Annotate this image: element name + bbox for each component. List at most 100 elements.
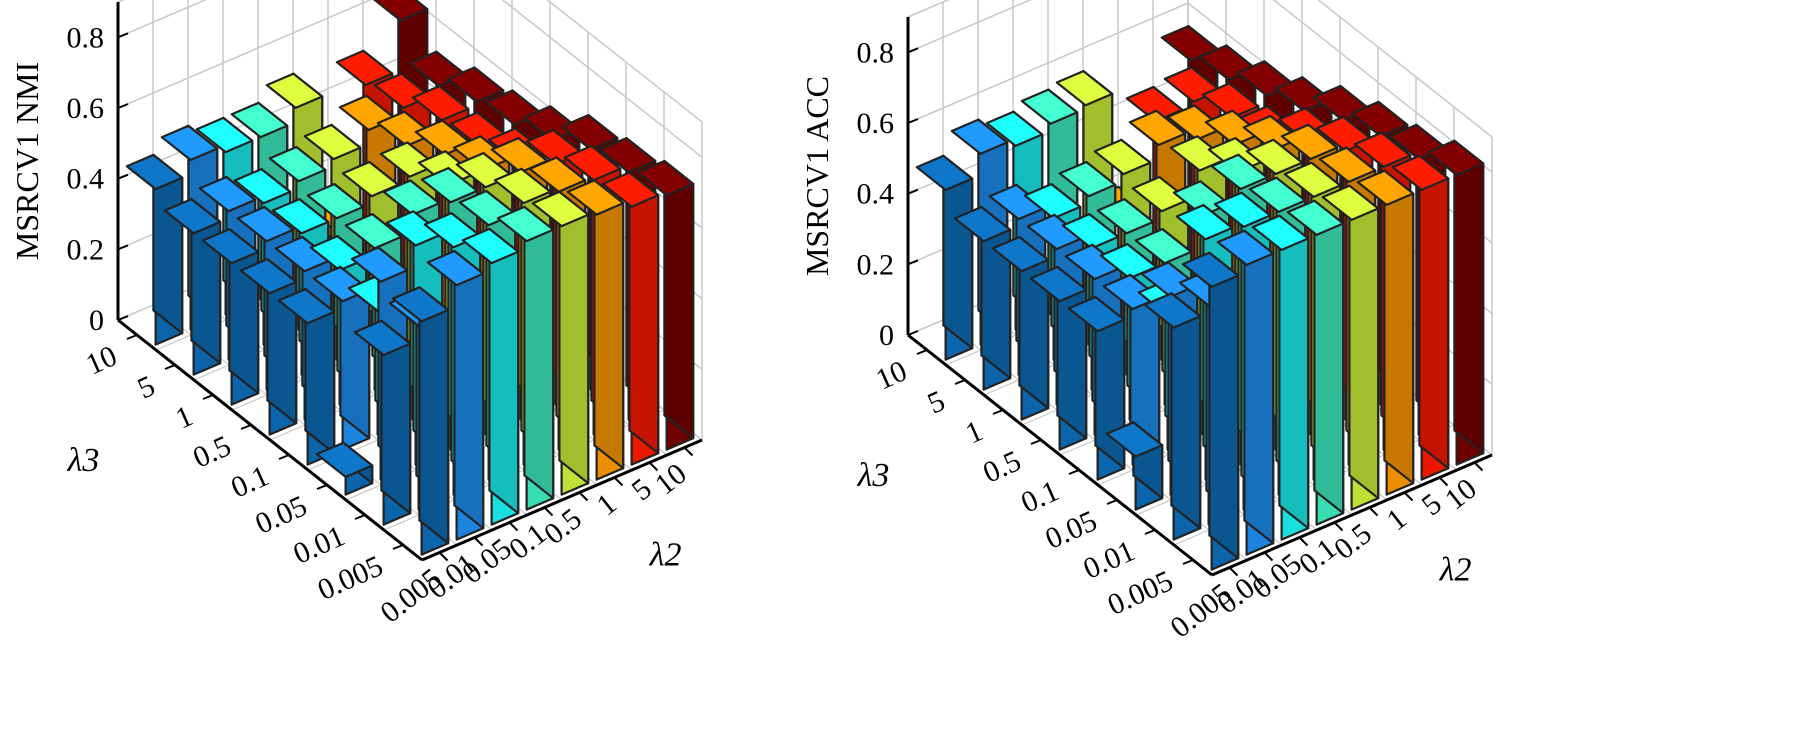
bar-face-top [344, 213, 403, 250]
x-tick-label: 10 [81, 339, 122, 381]
bars [125, 0, 695, 556]
bar-face-top [315, 441, 374, 478]
bar-face-top [1283, 161, 1342, 198]
bar-face-top [1426, 139, 1485, 176]
bar-face-top [1210, 153, 1269, 191]
bar-face-top [353, 319, 412, 357]
y-axis-line [1211, 453, 1493, 577]
bar-face-top [233, 168, 292, 205]
bar-face-top [198, 175, 257, 213]
bar-face-top [277, 288, 336, 325]
bar [1216, 229, 1275, 556]
z-tick-label: 0.6 [857, 107, 895, 140]
bar-face-top [420, 167, 479, 204]
y-axis-label: λ2 [649, 537, 682, 574]
bar-face-top [1356, 169, 1415, 206]
z-tick [907, 330, 919, 336]
bar-face-top [1067, 295, 1126, 333]
x-tick [1068, 469, 1080, 475]
bar-face-top [1023, 183, 1082, 220]
bar-face-top [1134, 228, 1193, 265]
bar-face-top [335, 49, 394, 87]
bar-face-top [598, 137, 657, 174]
bar-face-top [303, 123, 362, 161]
x-axis-label: λ3 [67, 442, 100, 479]
bar-face-top [274, 235, 333, 273]
bar-face-top [988, 183, 1047, 221]
bar-face-side [488, 227, 520, 515]
bar [1356, 169, 1415, 496]
bar-face-side [1208, 251, 1240, 560]
bar-face-top [636, 159, 695, 197]
y-tick [1228, 566, 1239, 577]
gridline [907, 0, 1493, 138]
z-tick [117, 103, 129, 109]
z-tick [117, 173, 129, 180]
y-tick [578, 491, 589, 502]
bar [1391, 154, 1450, 481]
z-tick-label: 0.8 [857, 36, 895, 69]
bar-face-side [1418, 154, 1450, 470]
bar-face-top [268, 145, 327, 183]
y-axis-label: λ2 [1439, 552, 1472, 589]
z-tick-label: 0.4 [857, 178, 895, 211]
x-tick-label: 0.05 [250, 489, 311, 541]
bar-face-top [446, 66, 505, 103]
y-tick [1403, 491, 1414, 502]
bar [1426, 139, 1485, 466]
z-axis-label: MSRCV1 ACC [799, 76, 835, 276]
bar-face-top [560, 113, 619, 151]
z-tick [117, 32, 129, 39]
y-tick-label: 1 [591, 487, 623, 522]
bar [1251, 214, 1310, 541]
bar-face-top [1391, 154, 1450, 191]
bar-face-top [239, 258, 298, 295]
bar-face-top [950, 118, 1009, 155]
z-tick [907, 188, 919, 195]
bar-face-top [496, 205, 555, 243]
bars [915, 25, 1485, 571]
bar-face-top [1286, 199, 1345, 236]
bar-face-top [991, 235, 1050, 273]
x-tick-label: 5 [923, 384, 950, 420]
x-tick-label: 1 [961, 414, 988, 450]
x-tick [1106, 499, 1118, 505]
x-tick-label: 0.05 [1040, 504, 1101, 556]
bar-face-top [1020, 88, 1079, 125]
y-tick [1298, 536, 1309, 547]
bar-face-side [558, 190, 590, 485]
x-tick-label: 0.01 [288, 519, 349, 571]
bar-face-top [163, 198, 222, 235]
z-tick-label: 0 [879, 319, 894, 352]
x-tick-label: 10 [871, 354, 912, 396]
bar-face-top [985, 110, 1044, 147]
y-tick [473, 536, 484, 547]
bar-face-top [528, 156, 587, 193]
x-tick-label: 5 [133, 369, 160, 405]
bar-face-top [411, 84, 470, 122]
y-tick-label: 1 [1381, 502, 1413, 537]
z-tick-label: 0.2 [857, 248, 895, 281]
bar-face-top [1216, 229, 1275, 266]
y-tick [1368, 506, 1379, 517]
z-tick [907, 259, 919, 266]
z-tick-label: 0 [89, 304, 104, 337]
x-tick-label: 1 [171, 399, 198, 435]
bar-face-top [271, 198, 330, 235]
y-tick-label: 10 [649, 457, 693, 501]
bar [1181, 251, 1240, 571]
bar-face-top [1245, 138, 1304, 176]
bar-face-top [1029, 265, 1088, 303]
bar [426, 249, 485, 541]
bar-face-top [1353, 131, 1412, 168]
bar [953, 205, 1012, 391]
y-tick [1473, 461, 1484, 472]
z-tick-label: 0.2 [67, 233, 105, 266]
bar-face-side [1278, 214, 1310, 530]
bar-face-top [1321, 184, 1380, 221]
x-tick-label: 0.1 [1016, 474, 1064, 519]
z-tick-label: 0.8 [67, 21, 105, 54]
z-tick [907, 118, 919, 124]
bar-face-top [265, 72, 324, 110]
